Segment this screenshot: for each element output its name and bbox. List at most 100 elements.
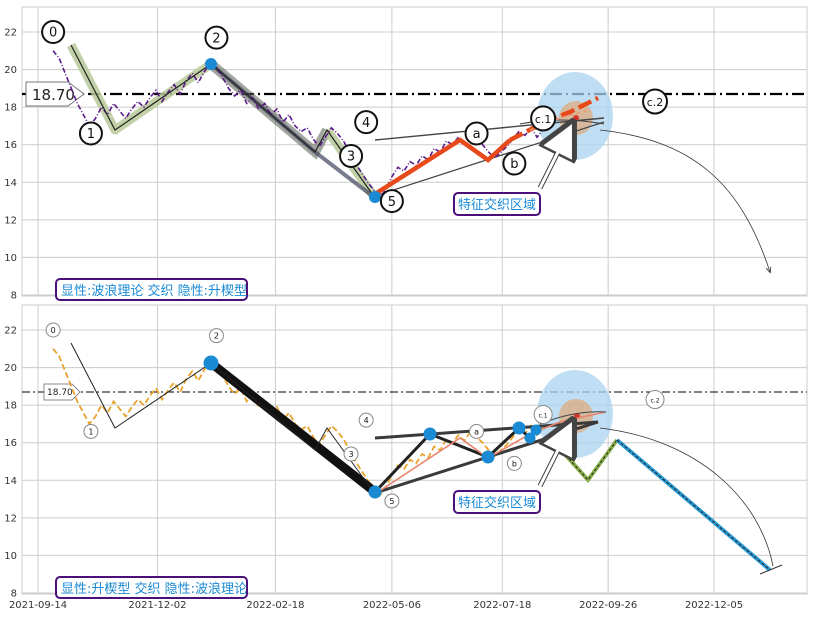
top-zone-label-text: 特征交织区域 [458, 197, 536, 213]
wave-label-text: 1 [88, 427, 93, 436]
wave-label-text: 0 [51, 326, 56, 335]
wave-label-text: a [474, 427, 479, 436]
top-caption: 显性:波浪理论 交织 隐性:升楔型 [55, 278, 248, 301]
wave-label: 3 [339, 143, 364, 168]
bottom-marker-b [481, 450, 495, 464]
wave-label-text: 1 [87, 127, 95, 142]
y-tick-label: 22 [4, 326, 17, 337]
bottom-wave-skeleton [70, 342, 376, 495]
bottom-zone-label: 特征交织区域 [453, 490, 541, 514]
bottom-forecast-teal-core [616, 439, 771, 571]
y-tick-label: 20 [4, 65, 17, 76]
wave-label: 0 [45, 322, 61, 338]
wave-label: c.2 [645, 390, 665, 410]
wave-label: 1 [78, 121, 103, 146]
wave-label: a [464, 121, 489, 146]
wave-label: 4 [354, 110, 379, 135]
bottom-x-axis: 2021-09-14 2021-12-02 2022-02-18 2022-05-06… [9, 600, 743, 611]
wave-label-text: 2 [212, 31, 220, 46]
top-y-axis: 8 10 12 14 16 18 20 22 [4, 28, 17, 302]
x-tick-label: 2022-02-18 [246, 600, 304, 611]
bottom-marker-a [423, 427, 437, 441]
top-zone-arrow-inner [538, 131, 570, 189]
bottom-marker-5 [368, 485, 382, 499]
top-projection-curve [599, 129, 770, 272]
bottom-marker-c1 [512, 421, 526, 435]
y-tick-label: 18 [4, 401, 17, 412]
y-tick-label: 12 [4, 215, 17, 226]
wave-label: 2 [204, 25, 229, 50]
bottom-zone-label-text: 特征交织区域 [458, 495, 536, 511]
wave-label: b [502, 151, 527, 176]
wave-label: 3 [343, 446, 359, 462]
top-zone-label: 特征交织区域 [453, 192, 541, 216]
bottom-caption-text: 显性:升楔型 交织 隐性:波浪理论 [61, 581, 247, 597]
wave-label-text: 5 [389, 497, 394, 506]
bottom-grid [22, 305, 807, 594]
y-tick-label: 18 [4, 103, 17, 114]
y-tick-label: 8 [11, 589, 17, 600]
bottom-marker-c1b [524, 432, 536, 444]
bottom-marker-2 [203, 355, 219, 371]
wave-label: 0 [41, 20, 66, 44]
x-tick-label: 2022-07-18 [473, 600, 531, 611]
bottom-zone-arrow-inner [538, 429, 570, 487]
bottom-caption: 显性:升楔型 交织 隐性:波浪理论 [55, 576, 248, 599]
y-tick-label: 12 [4, 513, 17, 524]
bottom-projection-curve [599, 427, 774, 567]
wave-label-text: c.1 [539, 412, 548, 419]
top-caption-text: 显性:波浪理论 交织 隐性:升楔型 [61, 283, 247, 299]
wave-label-text: 3 [347, 150, 355, 165]
wave-label-text: 3 [349, 450, 354, 459]
wave-label: c.2 [642, 88, 669, 115]
wave-label: c.1 [530, 105, 557, 132]
y-tick-label: 16 [4, 140, 17, 151]
bottom-decline-band [208, 359, 378, 496]
y-tick-label: 8 [11, 291, 17, 302]
wave-label-text: c.2 [651, 397, 660, 404]
wave-label-text: 4 [364, 416, 369, 425]
wave-label: a [469, 423, 485, 439]
x-tick-label: 2022-09-26 [579, 600, 637, 611]
x-tick-label: 2022-12-05 [685, 600, 743, 611]
top-wave-skeleton [70, 44, 376, 199]
top-marker-2 [205, 58, 217, 70]
bottom-reference-label: 18.70 [43, 383, 81, 401]
top-plot-frame [21, 6, 808, 297]
top-forecast-abc [373, 137, 512, 196]
y-tick-label: 14 [4, 178, 17, 189]
x-tick-label: 2022-05-06 [363, 600, 421, 611]
wave-label-text: 4 [362, 116, 370, 131]
wave-label-text: a [473, 127, 481, 142]
wave-label-text: b [512, 459, 517, 468]
wave-label-text: 0 [49, 26, 57, 41]
bottom-y-axis: 8 10 12 14 16 18 20 22 [4, 326, 17, 600]
x-tick-label: 2021-12-02 [128, 600, 186, 611]
bottom-wave-labels: 0 1 2 3 4 5 a b c.1 c.2 [45, 322, 665, 509]
wave-label-text: b [510, 157, 518, 172]
wave-label: 5 [384, 493, 400, 509]
wave-label: 4 [358, 412, 374, 428]
top-marker-5 [369, 191, 381, 203]
bottom-marker-c1c [530, 424, 542, 436]
y-tick-label: 10 [4, 551, 17, 562]
wave-label-text: c.2 [647, 96, 664, 109]
top-forecast-c [508, 95, 600, 143]
y-tick-label: 10 [4, 253, 17, 264]
wave-label-text: c.1 [535, 113, 552, 126]
wave-label: 5 [379, 189, 404, 214]
wave-label-text: 5 [388, 195, 396, 210]
y-tick-label: 14 [4, 476, 17, 487]
wave-label: b [506, 455, 522, 471]
wave-label-text: 2 [214, 332, 219, 341]
bottom-target-cap [759, 564, 783, 575]
y-tick-label: 20 [4, 363, 17, 374]
x-tick-label: 2021-09-14 [9, 600, 67, 611]
wave-label: 2 [208, 328, 224, 344]
y-tick-label: 22 [4, 28, 17, 39]
top-wave-labels: 0 1 2 3 4 5 a b c.1 c.2 [41, 20, 669, 214]
top-reference-label-text: 18.70 [32, 86, 75, 104]
y-tick-label: 16 [4, 438, 17, 449]
